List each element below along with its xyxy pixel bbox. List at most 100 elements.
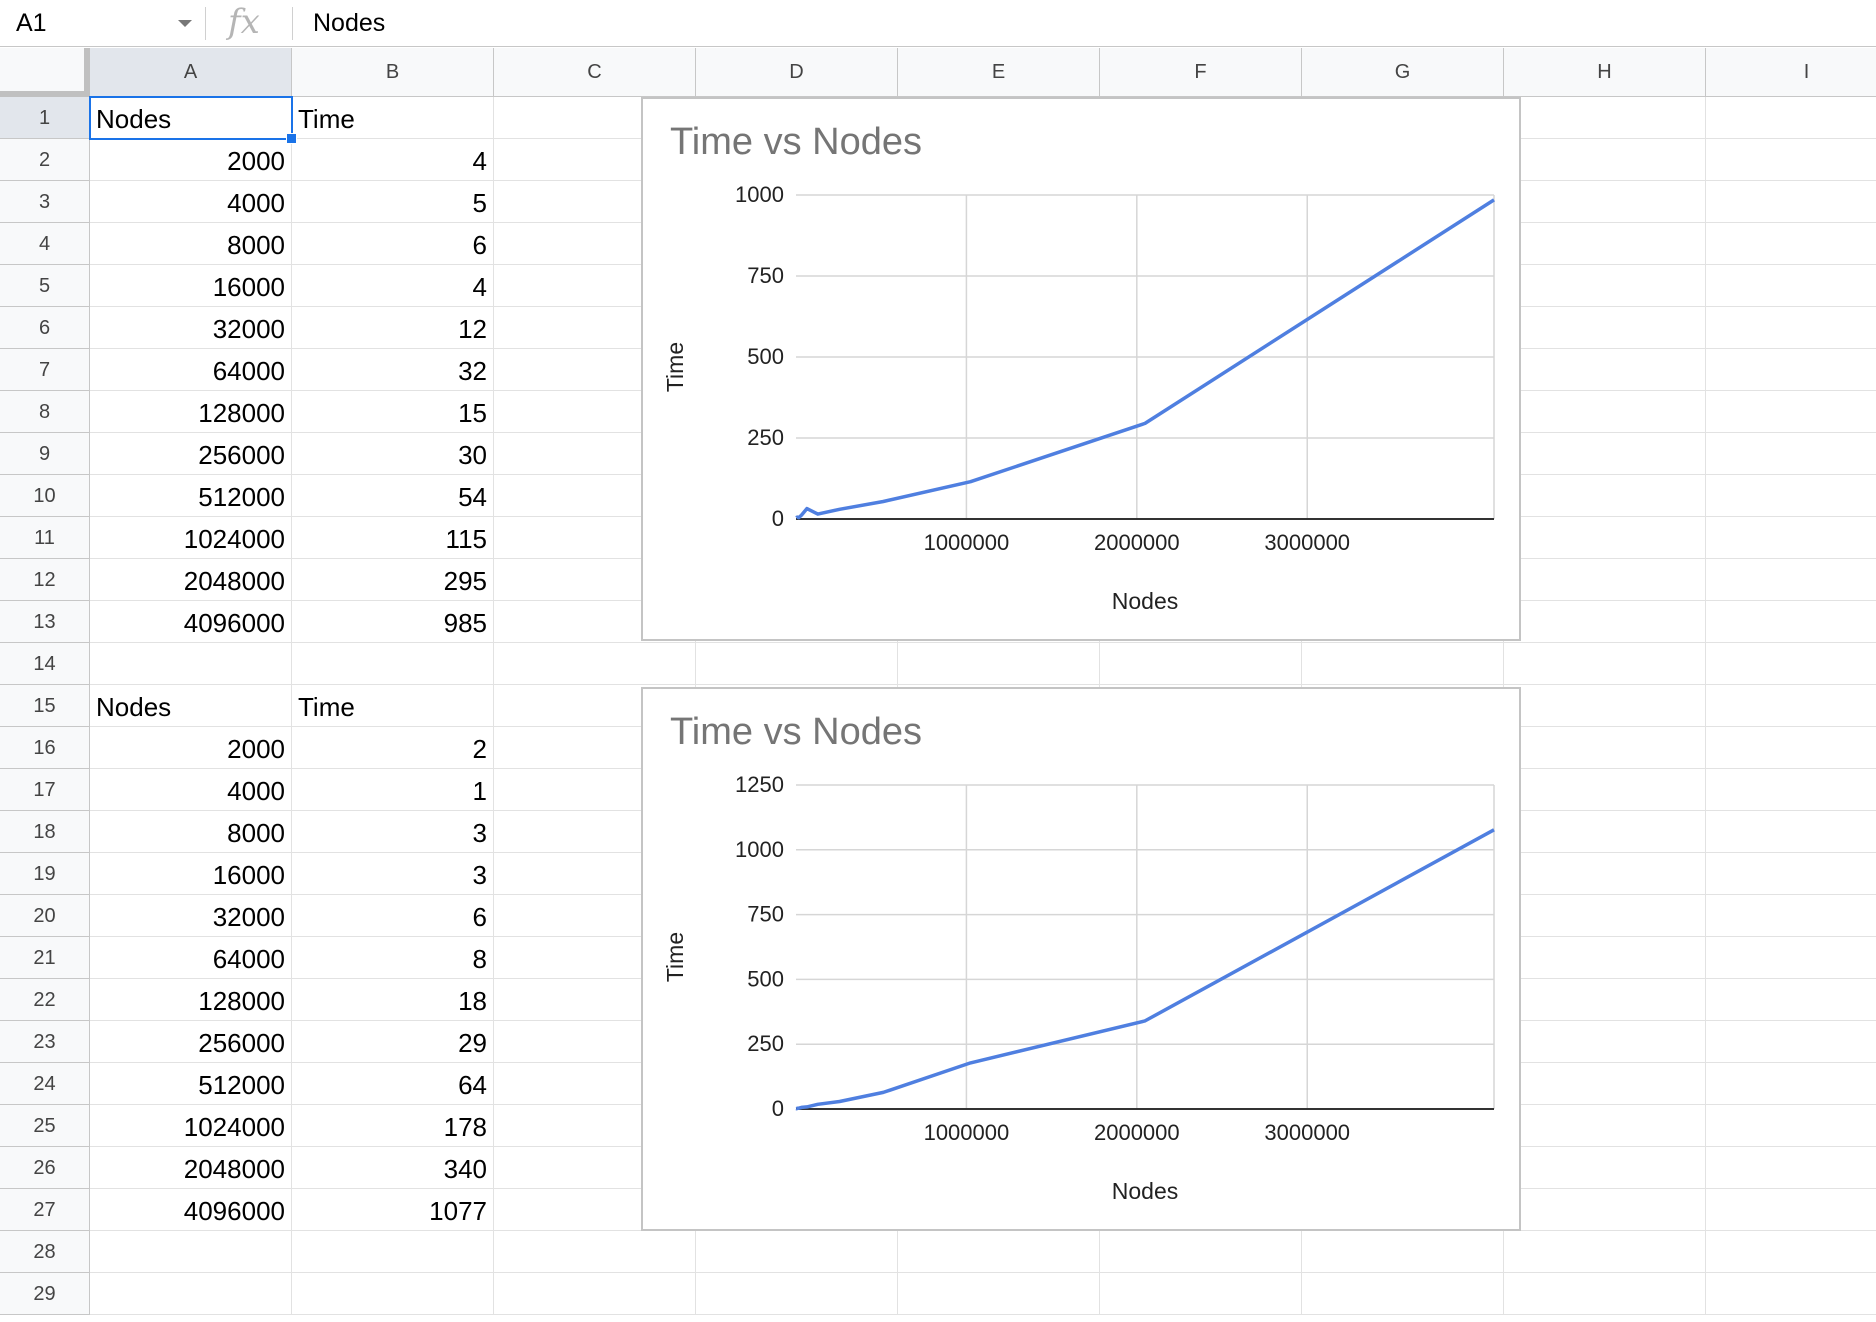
cell-a15[interactable]: Nodes <box>90 685 292 727</box>
chart-1[interactable]: Time vs Nodes 0 250 500 750 1000 1000000 20000… <box>641 97 1521 641</box>
cell-b28[interactable] <box>292 1231 494 1273</box>
cell-i2[interactable] <box>1706 139 1876 181</box>
cell-i22[interactable] <box>1706 979 1876 1021</box>
cell-a13[interactable]: 4096000 <box>90 601 292 643</box>
row-header-20[interactable]: 20 <box>0 895 90 937</box>
formula-input[interactable]: Nodes <box>313 9 386 37</box>
column-header-b[interactable]: B <box>292 48 494 97</box>
cell-b20[interactable]: 6 <box>292 895 494 937</box>
row-header-23[interactable]: 23 <box>0 1021 90 1063</box>
row-header-18[interactable]: 18 <box>0 811 90 853</box>
cell-g28[interactable] <box>1302 1231 1504 1273</box>
cell-b18[interactable]: 3 <box>292 811 494 853</box>
column-header-c[interactable]: C <box>494 48 696 97</box>
row-header-4[interactable]: 4 <box>0 223 90 265</box>
cell-a12[interactable]: 2048000 <box>90 559 292 601</box>
cell-i21[interactable] <box>1706 937 1876 979</box>
cell-g29[interactable] <box>1302 1273 1504 1315</box>
cell-a19[interactable]: 16000 <box>90 853 292 895</box>
cell-i29[interactable] <box>1706 1273 1876 1315</box>
cell-b2[interactable]: 4 <box>292 139 494 181</box>
column-header-h[interactable]: H <box>1504 48 1706 97</box>
row-header-25[interactable]: 25 <box>0 1105 90 1147</box>
column-header-a[interactable]: A <box>90 48 292 97</box>
cell-a8[interactable]: 128000 <box>90 391 292 433</box>
cell-a6[interactable]: 32000 <box>90 307 292 349</box>
row-header-19[interactable]: 19 <box>0 853 90 895</box>
cell-b3[interactable]: 5 <box>292 181 494 223</box>
cell-b17[interactable]: 1 <box>292 769 494 811</box>
cell-a26[interactable]: 2048000 <box>90 1147 292 1189</box>
cell-h28[interactable] <box>1504 1231 1706 1273</box>
cell-b8[interactable]: 15 <box>292 391 494 433</box>
cell-a11[interactable]: 1024000 <box>90 517 292 559</box>
row-header-14[interactable]: 14 <box>0 643 90 685</box>
row-header-22[interactable]: 22 <box>0 979 90 1021</box>
cell-i18[interactable] <box>1706 811 1876 853</box>
cell-h10[interactable] <box>1504 475 1706 517</box>
cell-i14[interactable] <box>1706 643 1876 685</box>
cell-a25[interactable]: 1024000 <box>90 1105 292 1147</box>
cell-b10[interactable]: 54 <box>292 475 494 517</box>
cell-b4[interactable]: 6 <box>292 223 494 265</box>
row-header-11[interactable]: 11 <box>0 517 90 559</box>
row-header-5[interactable]: 5 <box>0 265 90 307</box>
cell-a16[interactable]: 2000 <box>90 727 292 769</box>
cell-b24[interactable]: 64 <box>292 1063 494 1105</box>
cell-e14[interactable] <box>898 643 1100 685</box>
cell-h21[interactable] <box>1504 937 1706 979</box>
cell-a7[interactable]: 64000 <box>90 349 292 391</box>
cell-i24[interactable] <box>1706 1063 1876 1105</box>
cell-h2[interactable] <box>1504 139 1706 181</box>
cell-a28[interactable] <box>90 1231 292 1273</box>
cell-h8[interactable] <box>1504 391 1706 433</box>
cell-c29[interactable] <box>494 1273 696 1315</box>
cell-d14[interactable] <box>696 643 898 685</box>
row-header-7[interactable]: 7 <box>0 349 90 391</box>
cell-b25[interactable]: 178 <box>292 1105 494 1147</box>
cell-b11[interactable]: 115 <box>292 517 494 559</box>
cell-i15[interactable] <box>1706 685 1876 727</box>
select-all-corner[interactable] <box>0 48 90 97</box>
cell-a24[interactable]: 512000 <box>90 1063 292 1105</box>
cell-b7[interactable]: 32 <box>292 349 494 391</box>
row-header-29[interactable]: 29 <box>0 1273 90 1315</box>
cell-i1[interactable] <box>1706 97 1876 139</box>
row-header-10[interactable]: 10 <box>0 475 90 517</box>
cell-a3[interactable]: 4000 <box>90 181 292 223</box>
cell-h15[interactable] <box>1504 685 1706 727</box>
cell-a18[interactable]: 8000 <box>90 811 292 853</box>
cell-i19[interactable] <box>1706 853 1876 895</box>
cell-h26[interactable] <box>1504 1147 1706 1189</box>
cell-h14[interactable] <box>1504 643 1706 685</box>
cell-i25[interactable] <box>1706 1105 1876 1147</box>
name-box-dropdown-icon[interactable] <box>178 20 192 27</box>
cell-i3[interactable] <box>1706 181 1876 223</box>
column-header-i[interactable]: I <box>1706 48 1876 97</box>
column-header-e[interactable]: E <box>898 48 1100 97</box>
cell-a10[interactable]: 512000 <box>90 475 292 517</box>
cell-h1[interactable] <box>1504 97 1706 139</box>
cell-h7[interactable] <box>1504 349 1706 391</box>
cell-b6[interactable]: 12 <box>292 307 494 349</box>
row-header-17[interactable]: 17 <box>0 769 90 811</box>
cell-b21[interactable]: 8 <box>292 937 494 979</box>
cell-h27[interactable] <box>1504 1189 1706 1231</box>
cell-a14[interactable] <box>90 643 292 685</box>
cell-h23[interactable] <box>1504 1021 1706 1063</box>
cell-h4[interactable] <box>1504 223 1706 265</box>
cell-i4[interactable] <box>1706 223 1876 265</box>
cell-h18[interactable] <box>1504 811 1706 853</box>
cell-i27[interactable] <box>1706 1189 1876 1231</box>
cell-i16[interactable] <box>1706 727 1876 769</box>
series-line[interactable] <box>794 198 1495 520</box>
cell-a5[interactable]: 16000 <box>90 265 292 307</box>
cell-i11[interactable] <box>1706 517 1876 559</box>
cell-a17[interactable]: 4000 <box>90 769 292 811</box>
series-line[interactable] <box>794 828 1495 1111</box>
cell-h29[interactable] <box>1504 1273 1706 1315</box>
cell-h6[interactable] <box>1504 307 1706 349</box>
cell-h3[interactable] <box>1504 181 1706 223</box>
cell-g14[interactable] <box>1302 643 1504 685</box>
cell-h11[interactable] <box>1504 517 1706 559</box>
